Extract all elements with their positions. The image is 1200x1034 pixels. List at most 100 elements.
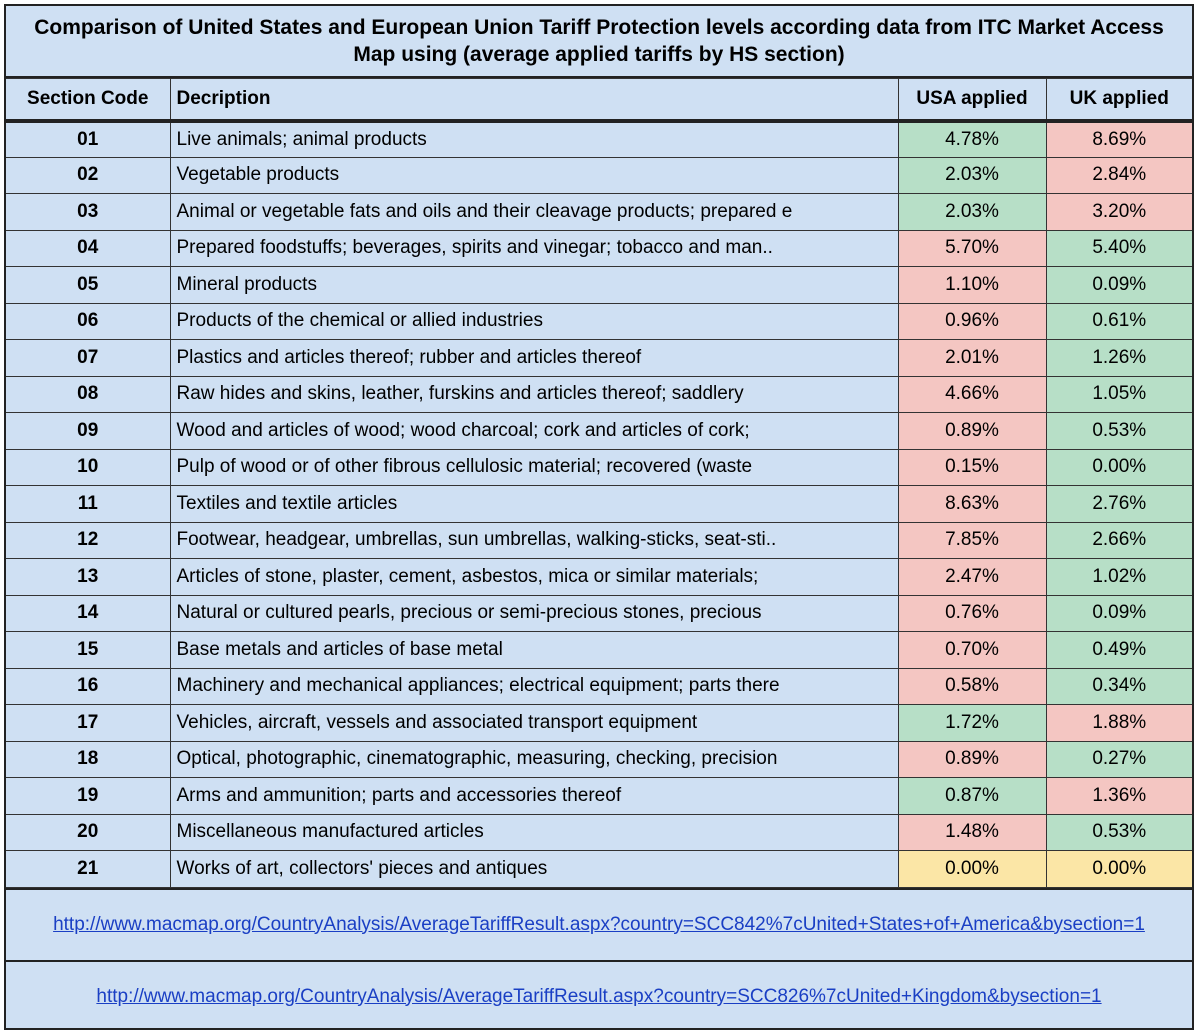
section-code-cell: 09	[6, 412, 171, 450]
description-cell: Pulp of wood or of other fibrous cellulo…	[169, 448, 899, 486]
section-code-cell: 11	[6, 485, 171, 523]
section-code-cell: 17	[6, 704, 171, 742]
tariff-table: Section Code Decription USA applied UK a…	[6, 78, 1192, 888]
section-code-cell: 14	[6, 594, 171, 632]
uk-applied-cell: 1.05%	[1045, 375, 1192, 413]
table-row: 08 Raw hides and skins, leather, furskins…	[6, 375, 1192, 413]
usa-applied-cell: 2.03%	[897, 193, 1047, 231]
description-cell: Live animals; animal products	[169, 120, 899, 158]
section-code-cell: 10	[6, 448, 171, 486]
description-cell: Machinery and mechanical appliances; ele…	[169, 667, 899, 705]
table-row: 19 Arms and ammunition; parts and accesso…	[6, 777, 1192, 815]
uk-applied-cell: 1.02%	[1045, 558, 1192, 596]
usa-applied-cell: 0.87%	[897, 777, 1047, 815]
description-cell: Base metals and articles of base metal	[169, 631, 899, 669]
uk-applied-cell: 1.26%	[1045, 339, 1192, 377]
usa-applied-cell: 2.01%	[897, 339, 1047, 377]
uk-applied-cell: 0.49%	[1045, 631, 1192, 669]
description-cell: Miscellaneous manufactured articles	[169, 813, 899, 851]
description-cell: Animal or vegetable fats and oils and th…	[169, 193, 899, 231]
uk-applied-cell: 0.61%	[1045, 302, 1192, 340]
table-row: 20 Miscellaneous manufactured articles 1.4…	[6, 813, 1192, 851]
usa-applied-cell: 4.66%	[897, 375, 1047, 413]
uk-applied-cell: 8.69%	[1045, 120, 1192, 158]
table-row: 21 Works of art, collectors' pieces and a…	[6, 850, 1192, 888]
section-code-cell: 05	[6, 266, 171, 304]
usa-applied-cell: 2.47%	[897, 558, 1047, 596]
description-cell: Prepared foodstuffs; beverages, spirits …	[169, 229, 899, 267]
table-row: 10 Pulp of wood or of other fibrous cellu…	[6, 448, 1192, 486]
header-usa-applied: USA applied	[897, 78, 1047, 123]
source-link-uk[interactable]: http://www.macmap.org/CountryAnalysis/Av…	[96, 985, 1102, 1007]
usa-applied-cell: 7.85%	[897, 521, 1047, 559]
table-row: 04 Prepared foodstuffs; beverages, spirit…	[6, 229, 1192, 267]
table-row: 13 Articles of stone, plaster, cement, as…	[6, 558, 1192, 596]
table-row: 15 Base metals and articles of base metal…	[6, 631, 1192, 669]
section-code-cell: 18	[6, 740, 171, 778]
table-row: 17 Vehicles, aircraft, vessels and associ…	[6, 704, 1192, 742]
usa-applied-cell: 0.70%	[897, 631, 1047, 669]
table-title: Comparison of United States and European…	[6, 6, 1192, 78]
section-code-cell: 20	[6, 813, 171, 851]
section-code-cell: 03	[6, 193, 171, 231]
header-row: Section Code Decription USA applied UK a…	[6, 78, 1192, 123]
description-cell: Optical, photographic, cinematographic, …	[169, 740, 899, 778]
usa-applied-cell: 0.58%	[897, 667, 1047, 705]
table-row: 12 Footwear, headgear, umbrellas, sun umb…	[6, 521, 1192, 559]
table-row: 02 Vegetable products 2.03% 2.84%	[6, 156, 1192, 194]
table-body: 01 Live animals; animal products 4.78% 8.69…	[6, 120, 1192, 888]
usa-applied-cell: 0.00%	[897, 850, 1047, 888]
usa-applied-cell: 8.63%	[897, 485, 1047, 523]
uk-applied-cell: 0.09%	[1045, 266, 1192, 304]
uk-applied-cell: 5.40%	[1045, 229, 1192, 267]
usa-applied-cell: 0.96%	[897, 302, 1047, 340]
header-uk-applied: UK applied	[1045, 78, 1192, 123]
header-section-code: Section Code	[6, 78, 171, 123]
description-cell: Products of the chemical or allied indus…	[169, 302, 899, 340]
table-row: 11 Textiles and textile articles 8.63% 2.76…	[6, 485, 1192, 523]
source-link-usa[interactable]: http://www.macmap.org/CountryAnalysis/Av…	[53, 913, 1145, 935]
source-link-row-usa: http://www.macmap.org/CountryAnalysis/Av…	[6, 890, 1192, 962]
description-cell: Wood and articles of wood; wood charcoal…	[169, 412, 899, 450]
source-link-row-uk: http://www.macmap.org/CountryAnalysis/Av…	[6, 962, 1192, 1032]
section-code-cell: 15	[6, 631, 171, 669]
uk-applied-cell: 0.53%	[1045, 813, 1192, 851]
usa-applied-cell: 1.48%	[897, 813, 1047, 851]
description-cell: Mineral products	[169, 266, 899, 304]
usa-applied-cell: 2.03%	[897, 156, 1047, 194]
table-row: 09 Wood and articles of wood; wood charco…	[6, 412, 1192, 450]
uk-applied-cell: 0.00%	[1045, 448, 1192, 486]
section-code-cell: 01	[6, 120, 171, 158]
description-cell: Vegetable products	[169, 156, 899, 194]
usa-applied-cell: 5.70%	[897, 229, 1047, 267]
uk-applied-cell: 2.84%	[1045, 156, 1192, 194]
tariff-comparison-sheet: Comparison of United States and European…	[4, 4, 1194, 1030]
usa-applied-cell: 4.78%	[897, 120, 1047, 158]
section-code-cell: 13	[6, 558, 171, 596]
usa-applied-cell: 0.76%	[897, 594, 1047, 632]
table-row: 05 Mineral products 1.10% 0.09%	[6, 266, 1192, 304]
section-code-cell: 12	[6, 521, 171, 559]
uk-applied-cell: 1.88%	[1045, 704, 1192, 742]
usa-applied-cell: 0.89%	[897, 412, 1047, 450]
uk-applied-cell: 0.53%	[1045, 412, 1192, 450]
description-cell: Works of art, collectors' pieces and ant…	[169, 850, 899, 888]
usa-applied-cell: 1.10%	[897, 266, 1047, 304]
section-code-cell: 08	[6, 375, 171, 413]
header-description: Decription	[169, 78, 899, 123]
table-row: 03 Animal or vegetable fats and oils and …	[6, 193, 1192, 231]
description-cell: Textiles and textile articles	[169, 485, 899, 523]
section-code-cell: 06	[6, 302, 171, 340]
description-cell: Raw hides and skins, leather, furskins a…	[169, 375, 899, 413]
uk-applied-cell: 2.66%	[1045, 521, 1192, 559]
uk-applied-cell: 0.34%	[1045, 667, 1192, 705]
uk-applied-cell: 1.36%	[1045, 777, 1192, 815]
section-code-cell: 04	[6, 229, 171, 267]
table-row: 07 Plastics and articles thereof; rubber …	[6, 339, 1192, 377]
section-code-cell: 16	[6, 667, 171, 705]
section-code-cell: 07	[6, 339, 171, 377]
uk-applied-cell: 0.09%	[1045, 594, 1192, 632]
section-code-cell: 02	[6, 156, 171, 194]
uk-applied-cell: 0.27%	[1045, 740, 1192, 778]
description-cell: Vehicles, aircraft, vessels and associat…	[169, 704, 899, 742]
